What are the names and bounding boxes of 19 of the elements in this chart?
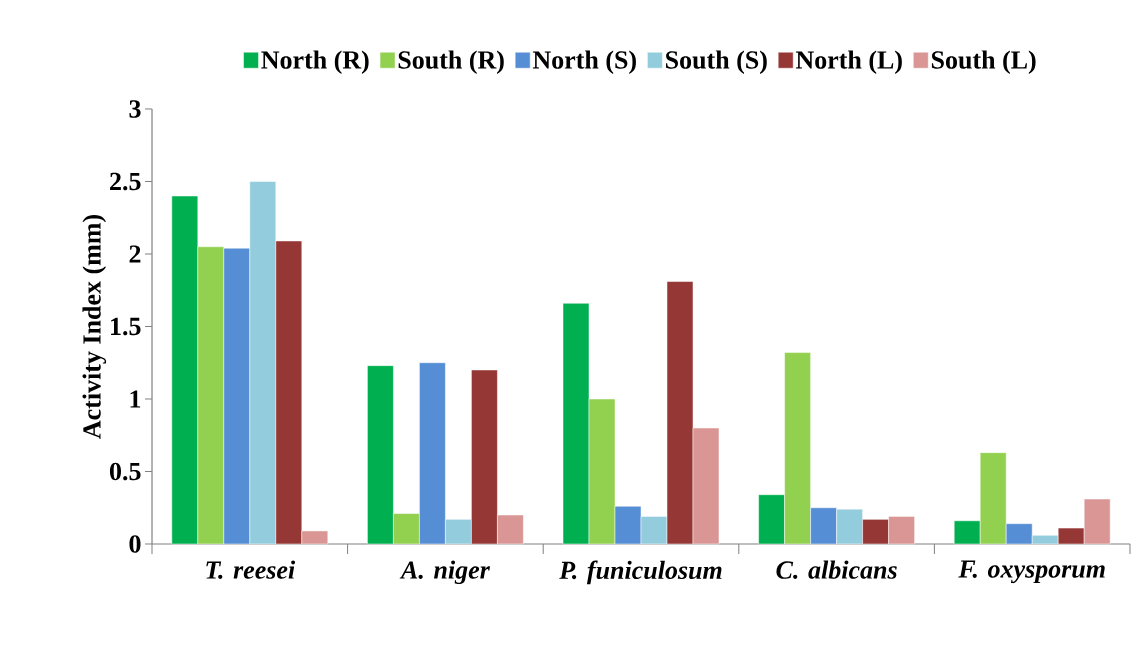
legend-label: South (S) [666, 50, 767, 75]
x-tick-label: A. niger [399, 560, 491, 585]
y-tick-label: 2.5 [110, 172, 141, 191]
legend-label: South (L) [931, 50, 1036, 75]
y-tick-label: 2 [129, 245, 141, 263]
x-tick-label: F. oxysporum [958, 560, 1105, 584]
y-tick-label: 3 [129, 100, 141, 118]
legend-label: North (S) [532, 50, 636, 75]
y-tick-label: 1.5 [111, 317, 141, 336]
y-tick-label: 0.5 [109, 462, 141, 481]
x-tick-label: C. albicans [776, 560, 897, 579]
legend-label: North (R) [261, 50, 369, 75]
x-tick-label: P. funiculosum [559, 560, 722, 585]
y-tick-label: 1 [130, 390, 141, 408]
legend-label: South (R) [398, 50, 504, 75]
y-tick-label: 0 [129, 535, 141, 553]
x-tick-label: T. reesei [206, 560, 296, 579]
legend-label: North (L) [795, 50, 902, 75]
y-axis-title: Activity Index (mm) [82, 215, 107, 439]
